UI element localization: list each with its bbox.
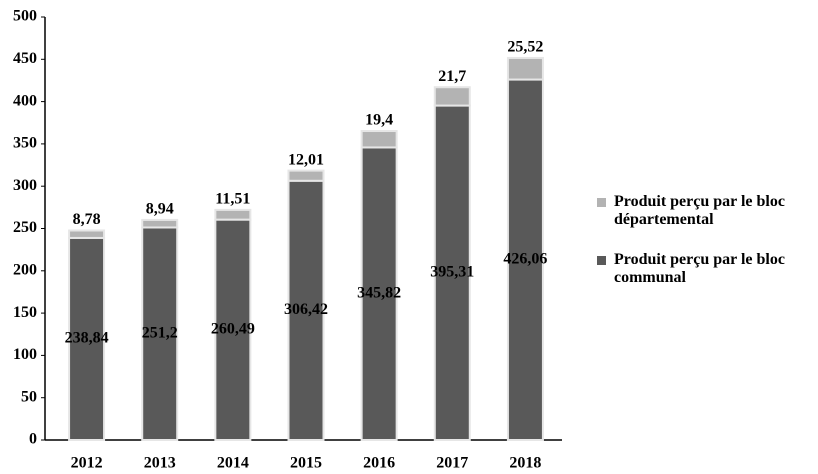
y-tick-label: 450 (13, 50, 37, 67)
legend-item: Produit perçu par le bloc départemental (597, 193, 812, 229)
bar-segment (506, 56, 544, 81)
legend-swatch (597, 256, 606, 265)
x-tick-label: 2016 (363, 455, 395, 472)
x-tick-label: 2013 (144, 455, 176, 472)
data-label: 426,06 (503, 250, 547, 267)
data-label: 260,49 (211, 320, 255, 337)
bar-segment (68, 236, 106, 441)
data-label: 306,42 (284, 301, 328, 318)
bar-segment (287, 169, 325, 182)
y-tick-label: 200 (13, 261, 37, 278)
data-label: 19,4 (365, 112, 393, 129)
x-tick-label: 2017 (436, 455, 468, 472)
y-tick-label: 250 (13, 219, 37, 236)
bar-segment (360, 146, 398, 441)
data-label: 25,52 (507, 39, 543, 56)
y-tick-label: 350 (13, 135, 37, 152)
bar-segment (433, 86, 471, 107)
data-label: 21,7 (438, 68, 466, 85)
y-tick-label: 400 (13, 92, 37, 109)
bar-segment (141, 226, 179, 441)
y-tick-label: 0 (29, 431, 37, 448)
x-tick-label: 2012 (71, 455, 103, 472)
data-label: 238,84 (65, 330, 109, 347)
bar-segment (214, 218, 252, 441)
y-tick-label: 500 (13, 8, 37, 25)
bar-segment (141, 218, 179, 229)
bar-segment (287, 179, 325, 441)
y-tick-label: 300 (13, 177, 37, 194)
bar-segment (68, 229, 106, 239)
bar-segment (214, 208, 252, 221)
data-label: 395,31 (430, 263, 474, 280)
x-tick-label: 2014 (217, 455, 249, 472)
y-tick-label: 50 (21, 388, 37, 405)
legend-label: Produit perçu par le bloc départemental (614, 193, 785, 228)
y-tick-label: 100 (13, 346, 37, 363)
y-tick-label: 150 (13, 304, 37, 321)
x-tick-label: 2015 (290, 455, 322, 472)
legend-swatch (597, 198, 606, 207)
data-label: 345,82 (357, 284, 401, 301)
data-label: 8,78 (73, 211, 101, 228)
bar-segment (360, 130, 398, 149)
data-label: 8,94 (146, 201, 174, 218)
data-label: 12,01 (288, 151, 324, 168)
legend-item: Produit perçu par le bloc communal (597, 251, 812, 287)
data-label: 11,51 (215, 191, 250, 208)
data-label: 251,2 (142, 324, 178, 341)
x-tick-label: 2018 (509, 455, 541, 472)
bar-segment (433, 104, 471, 441)
legend-label: Produit perçu par le bloc communal (614, 251, 785, 286)
bar-segment (506, 78, 544, 441)
